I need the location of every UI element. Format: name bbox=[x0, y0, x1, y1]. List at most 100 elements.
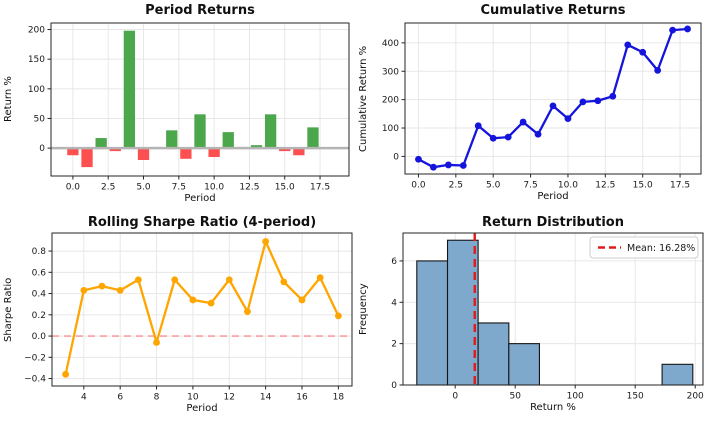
x-axis-label-return-distribution: Return % bbox=[530, 402, 576, 413]
x-tick-label: 12.5 bbox=[595, 181, 615, 191]
bar-positive bbox=[95, 138, 107, 149]
data-point-marker bbox=[549, 102, 557, 110]
panel-cumulative-returns: 0.0 2.5 5.0 7.5 10.0 12.5 15.0 17.5 0 100 200 300 40… bbox=[355, 0, 711, 212]
histogram-bar bbox=[416, 260, 449, 386]
x-tick-label: 10 bbox=[187, 393, 199, 403]
data-point-marker bbox=[654, 67, 662, 74]
y-tick-label: 200 bbox=[28, 26, 45, 36]
x-tick-label: 14 bbox=[260, 393, 272, 403]
data-point-marker bbox=[564, 115, 572, 123]
y-axis-label-period-returns: Return % bbox=[3, 76, 14, 123]
data-point-marker bbox=[244, 308, 251, 316]
data-point-marker bbox=[624, 41, 632, 49]
cumulative-returns-chart-canvas: 0.0 2.5 5.0 7.5 10.0 12.5 15.0 17.5 0 100 200 300 40… bbox=[382, 22, 702, 191]
rolling-sharpe-chart-canvas: 4 6 8 10 12 14 16 18 −0.4 −0.2 0.0 0.2 0.4 0.6 0.8 bbox=[24, 232, 353, 403]
x-tick-label: 2.5 bbox=[449, 181, 463, 191]
histogram-bar bbox=[661, 363, 694, 386]
x-tick-label: 12 bbox=[224, 393, 235, 403]
x-tick-label: 6 bbox=[117, 393, 123, 403]
bar-positive bbox=[194, 114, 206, 149]
y-tick-label: 0 bbox=[393, 152, 399, 162]
x-tick-label: 2.5 bbox=[101, 183, 115, 193]
series-line bbox=[64, 240, 340, 376]
chart-title-cumulative-returns: Cumulative Returns bbox=[480, 3, 626, 18]
data-point-marker bbox=[207, 299, 215, 307]
data-point-marker bbox=[98, 282, 106, 290]
data-point-marker bbox=[171, 276, 179, 284]
y-tick-label: 0.2 bbox=[32, 311, 46, 321]
data-point-marker bbox=[594, 97, 602, 105]
y-tick-label: 0.4 bbox=[32, 290, 47, 300]
legend-box bbox=[589, 236, 699, 259]
y-tick-label: 0.6 bbox=[32, 268, 47, 278]
y-tick-label: 0 bbox=[391, 381, 397, 391]
chart-title-period-returns: Period Returns bbox=[145, 3, 255, 18]
x-tick-label: 4 bbox=[81, 393, 87, 403]
plot-border bbox=[402, 232, 704, 386]
bar-positive bbox=[123, 30, 136, 149]
data-point-marker bbox=[225, 276, 233, 284]
data-point-marker bbox=[504, 133, 512, 141]
y-tick-label: −0.2 bbox=[24, 353, 46, 363]
x-tick-label: 150 bbox=[627, 392, 644, 402]
histogram-bar bbox=[477, 322, 510, 386]
bar-negative bbox=[137, 148, 150, 160]
x-tick-label: 0.0 bbox=[411, 181, 426, 191]
x-tick-label: 0 bbox=[452, 392, 458, 402]
data-point-marker bbox=[189, 296, 197, 304]
data-point-marker bbox=[280, 278, 288, 286]
data-point-marker bbox=[80, 286, 88, 294]
y-tick-label: 200 bbox=[382, 96, 399, 106]
y-tick-label: −0.4 bbox=[24, 375, 46, 385]
x-tick-label: 15.0 bbox=[275, 183, 295, 193]
y-tick-label: 4 bbox=[391, 298, 397, 308]
data-point-marker bbox=[134, 276, 142, 284]
x-tick-label: 50 bbox=[509, 392, 521, 402]
y-tick-label: 100 bbox=[28, 85, 45, 95]
data-point-marker bbox=[459, 162, 467, 169]
plot-border bbox=[404, 22, 702, 175]
data-point-marker bbox=[298, 296, 306, 304]
x-tick-label: 7.5 bbox=[172, 183, 186, 193]
data-point-marker bbox=[444, 161, 452, 169]
panel-rolling-sharpe: 4 6 8 10 12 14 16 18 −0.4 −0.2 0.0 0.2 0.4 0.6 0.8 Rol… bbox=[0, 212, 355, 424]
bar-positive bbox=[166, 130, 178, 149]
panel-period-returns: 0.0 2.5 5.0 7.5 10.0 12.5 15.0 17.5 0 50 100 150 200… bbox=[0, 0, 355, 212]
data-point-marker bbox=[262, 238, 270, 245]
y-tick-label: 6 bbox=[391, 257, 397, 267]
x-tick-label: 16 bbox=[296, 393, 308, 403]
y-tick-label: 50 bbox=[34, 114, 46, 124]
y-axis-label-rolling-sharpe: Sharpe Ratio bbox=[3, 277, 14, 342]
histogram-bar bbox=[446, 239, 479, 386]
x-tick-label: 10.0 bbox=[204, 183, 224, 193]
bar-positive bbox=[250, 145, 263, 149]
bar-negative bbox=[293, 148, 305, 156]
bar-negative bbox=[67, 148, 79, 156]
data-point-marker bbox=[489, 134, 497, 142]
chart-title-return-distribution: Return Distribution bbox=[482, 215, 624, 230]
series-line bbox=[417, 27, 689, 169]
legend-label: Mean: 16.28% bbox=[627, 243, 695, 254]
data-point-marker bbox=[519, 118, 527, 126]
x-tick-label: 18 bbox=[333, 393, 345, 403]
y-tick-label: 2 bbox=[391, 340, 397, 350]
histogram-bar bbox=[508, 343, 540, 386]
bar-negative bbox=[279, 148, 291, 152]
x-tick-label: 8 bbox=[154, 393, 160, 403]
y-tick-label: 400 bbox=[382, 39, 399, 49]
data-point-marker bbox=[116, 286, 124, 294]
bar-positive bbox=[307, 127, 319, 149]
y-axis-label-return-distribution: Frequency bbox=[358, 283, 369, 335]
data-point-marker bbox=[153, 339, 160, 346]
x-tick-label: 17.5 bbox=[310, 183, 330, 193]
y-tick-label: 300 bbox=[382, 67, 399, 77]
x-tick-label: 0.0 bbox=[66, 183, 81, 193]
x-tick-label: 10.0 bbox=[558, 181, 578, 191]
return-distribution-chart-canvas: Mean: 16.28% 0 50 100 150 200 0 2 4 6 bbox=[391, 232, 704, 402]
data-point-marker bbox=[684, 25, 691, 33]
y-tick-label: 0.8 bbox=[32, 247, 47, 257]
data-point-marker bbox=[609, 92, 617, 100]
chart-title-rolling-sharpe: Rolling Sharpe Ratio (4-period) bbox=[87, 215, 317, 230]
plot-border bbox=[50, 22, 350, 177]
